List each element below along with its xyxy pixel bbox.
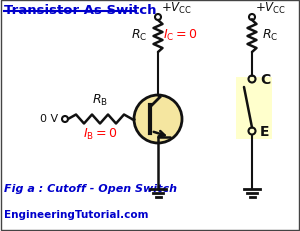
Text: $R_{\rm B}$: $R_{\rm B}$ xyxy=(92,92,108,108)
Circle shape xyxy=(134,96,182,143)
Bar xyxy=(236,78,272,139)
Text: EngineeringTutorial.com: EngineeringTutorial.com xyxy=(4,209,148,219)
Text: C: C xyxy=(260,73,270,87)
Text: $I_{\rm C}=0$: $I_{\rm C}=0$ xyxy=(163,27,198,42)
Text: $R_{\rm C}$: $R_{\rm C}$ xyxy=(131,27,147,42)
Text: Fig a : Cutoff - Open Switch: Fig a : Cutoff - Open Switch xyxy=(4,183,177,193)
Text: E: E xyxy=(260,125,269,138)
Text: $R_{\rm C}$: $R_{\rm C}$ xyxy=(262,27,278,42)
Text: $I_{\rm B}=0$: $I_{\rm B}=0$ xyxy=(83,126,117,141)
Text: Transistor As Switch: Transistor As Switch xyxy=(4,4,157,17)
Text: $+V_{\rm CC}$: $+V_{\rm CC}$ xyxy=(255,1,286,16)
Text: 0 V: 0 V xyxy=(40,113,58,123)
Text: $+V_{\rm CC}$: $+V_{\rm CC}$ xyxy=(161,1,192,16)
